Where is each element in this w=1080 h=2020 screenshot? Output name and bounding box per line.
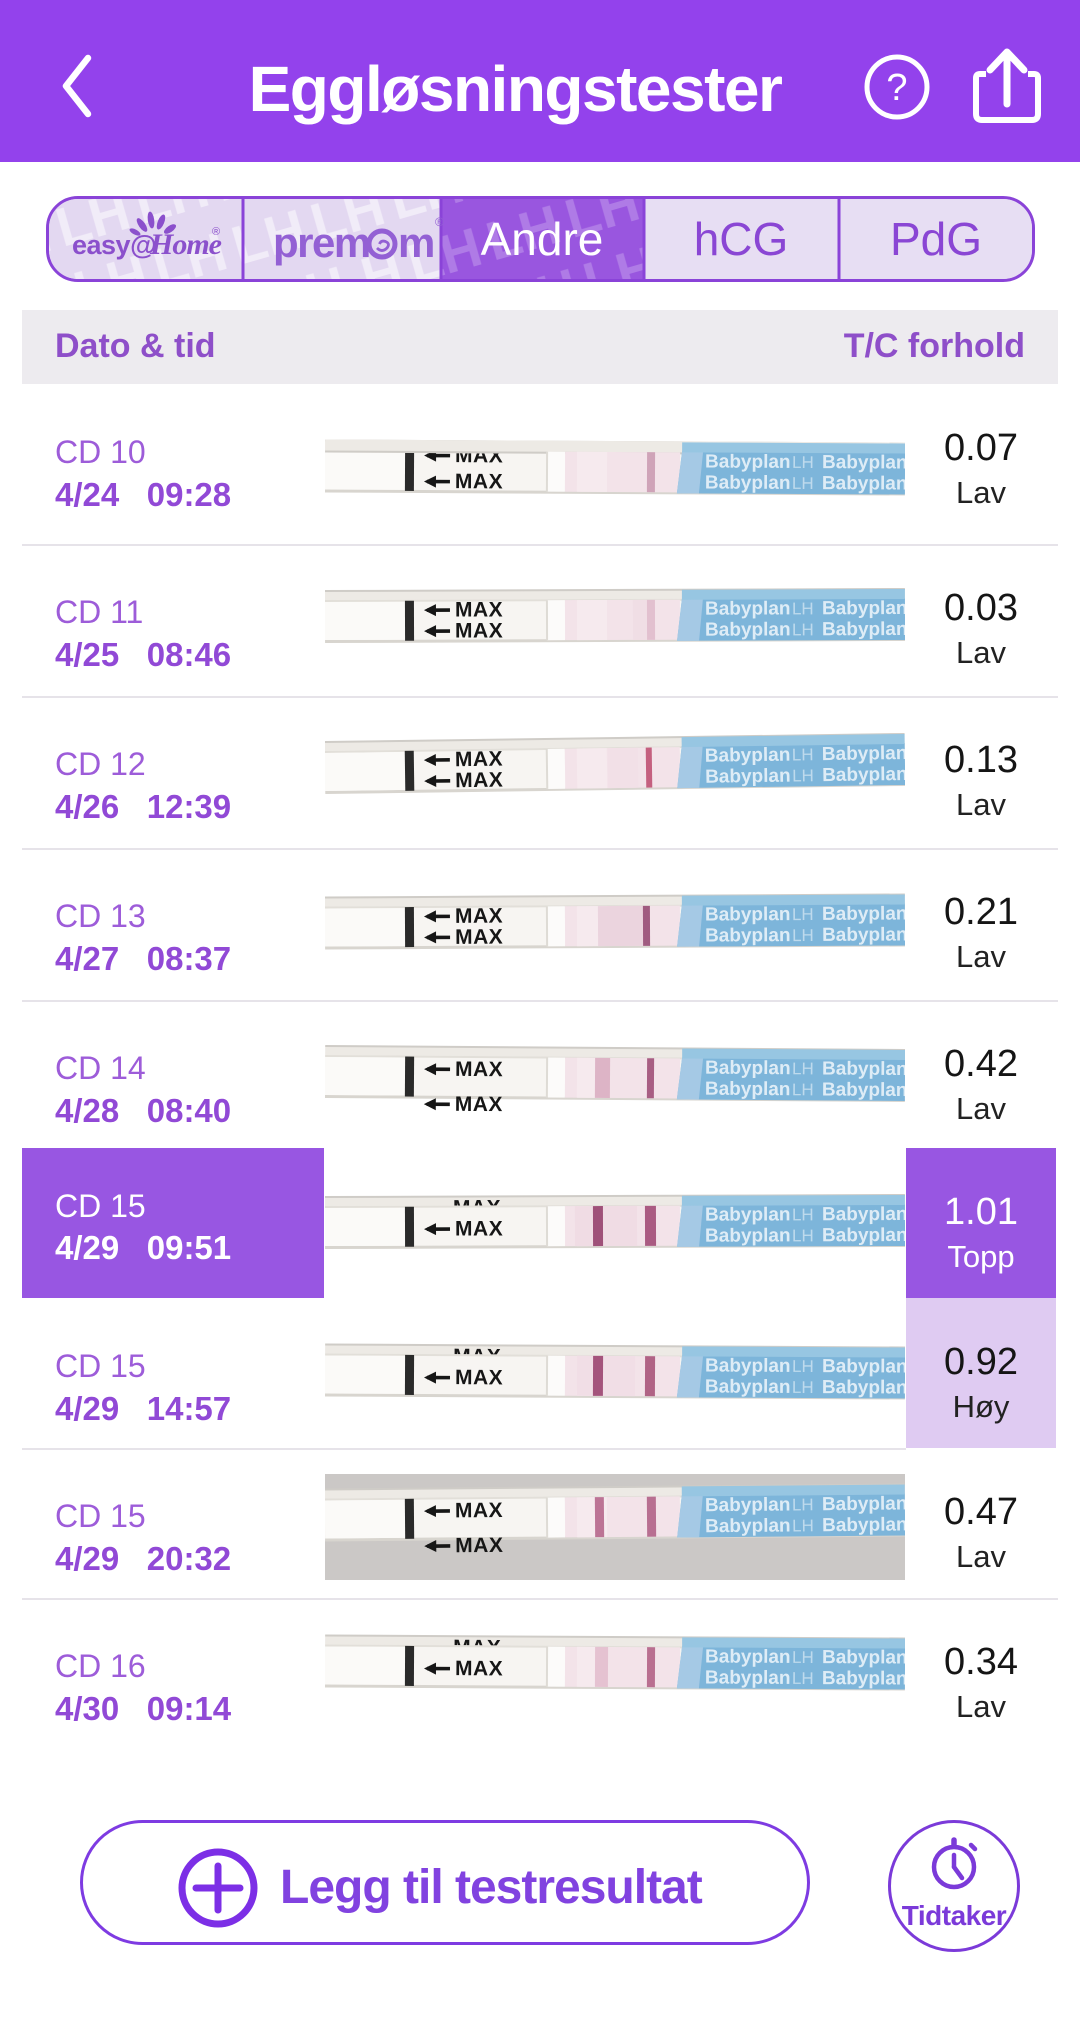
svg-text:MAX: MAX	[455, 1534, 503, 1557]
svg-text:prem: prem	[273, 219, 370, 266]
svg-text:Babyplan: Babyplan	[705, 1667, 791, 1688]
svg-text:Babyplan: Babyplan	[705, 1646, 791, 1667]
svg-text:LH: LH	[792, 766, 814, 785]
svg-text:LH: LH	[792, 474, 814, 493]
svg-text:PdG: PdG	[890, 213, 982, 265]
svg-text:LH: LH	[792, 1226, 814, 1245]
svg-text:LH: LH	[792, 745, 814, 764]
svg-text:Babyplan: Babyplan	[705, 766, 791, 788]
svg-text:Babyplan: Babyplan	[705, 904, 791, 925]
svg-text:LH: LH	[792, 926, 814, 945]
svg-text:Babyplan: Babyplan	[705, 1515, 791, 1537]
svg-text:Babyplan: Babyplan	[822, 1058, 905, 1080]
svg-text:LH: LH	[792, 1059, 814, 1078]
svg-text:Babyplan: Babyplan	[705, 1376, 791, 1397]
svg-text:MAX: MAX	[455, 1366, 503, 1389]
svg-text:MAX: MAX	[455, 1217, 503, 1240]
svg-text:Babyplan: Babyplan	[705, 619, 791, 640]
svg-text:Babyplan: Babyplan	[705, 1355, 791, 1376]
svg-text:LH: LH	[792, 620, 814, 639]
svg-text:LH: LH	[792, 1516, 814, 1535]
svg-text:Babyplan: Babyplan	[822, 1377, 905, 1398]
svg-text:Babyplan: Babyplan	[822, 598, 905, 619]
svg-text:Babyplan: Babyplan	[705, 1079, 791, 1101]
svg-text:Babyplan: Babyplan	[822, 1647, 905, 1668]
svg-text:?: ?	[886, 67, 907, 109]
svg-text:LH: LH	[792, 1669, 814, 1688]
svg-text:Babyplan: Babyplan	[705, 1204, 791, 1225]
svg-text:Babyplan: Babyplan	[822, 903, 905, 924]
svg-text:MAX: MAX	[455, 1499, 503, 1522]
svg-text:MAX: MAX	[455, 1093, 503, 1116]
svg-text:Babyplan: Babyplan	[705, 1225, 791, 1246]
svg-text:Babyplan: Babyplan	[705, 925, 791, 946]
svg-text:Babyplan: Babyplan	[822, 1204, 905, 1225]
svg-text:®: ®	[435, 215, 444, 229]
svg-text:MAX: MAX	[455, 598, 503, 621]
svg-text:MAX: MAX	[455, 926, 503, 949]
svg-text:LH: LH	[792, 1357, 814, 1376]
svg-text:MAX: MAX	[455, 769, 503, 793]
svg-text:Babyplan: Babyplan	[822, 619, 905, 640]
svg-text:easy@: easy@	[72, 230, 156, 260]
svg-text:Babyplan: Babyplan	[822, 1225, 905, 1246]
svg-text:MAX: MAX	[455, 1058, 503, 1081]
svg-text:LH: LH	[792, 1378, 814, 1397]
svg-text:Andre: Andre	[481, 213, 604, 265]
svg-text:Home: Home	[149, 228, 222, 261]
svg-text:Babyplan: Babyplan	[822, 1356, 905, 1377]
svg-text:Babyplan: Babyplan	[822, 1079, 905, 1101]
svg-text:hCG: hCG	[694, 213, 789, 265]
svg-text:Babyplan: Babyplan	[822, 924, 905, 945]
svg-text:Babyplan: Babyplan	[705, 1058, 791, 1080]
svg-text:LH: LH	[792, 1495, 814, 1514]
svg-text:®: ®	[212, 226, 220, 238]
svg-text:Babyplan: Babyplan	[705, 451, 791, 472]
svg-text:LH: LH	[792, 599, 814, 618]
svg-text:LH: LH	[792, 1648, 814, 1667]
svg-text:MAX: MAX	[455, 470, 503, 493]
svg-text:Babyplan: Babyplan	[822, 764, 905, 786]
svg-text:Babyplan: Babyplan	[822, 1493, 905, 1515]
svg-text:Babyplan: Babyplan	[822, 473, 905, 494]
svg-text:Babyplan: Babyplan	[822, 1514, 905, 1536]
svg-text:LH: LH	[792, 1205, 814, 1224]
svg-text:MAX: MAX	[455, 905, 503, 928]
svg-text:Babyplan: Babyplan	[822, 452, 905, 473]
svg-text:MAX: MAX	[455, 619, 503, 642]
svg-text:Babyplan: Babyplan	[822, 743, 905, 765]
svg-text:LH: LH	[792, 453, 814, 472]
svg-text:Babyplan: Babyplan	[705, 1494, 791, 1516]
svg-text:LH: LH	[792, 1080, 814, 1099]
svg-text:MAX: MAX	[455, 1657, 503, 1680]
svg-text:MAX: MAX	[455, 748, 503, 772]
svg-text:Babyplan: Babyplan	[705, 745, 791, 767]
svg-text:Babyplan: Babyplan	[705, 472, 791, 493]
svg-text:LH: LH	[792, 905, 814, 924]
svg-text:m: m	[398, 219, 435, 266]
svg-text:Babyplan: Babyplan	[822, 1668, 905, 1689]
svg-text:Babyplan: Babyplan	[705, 598, 791, 619]
